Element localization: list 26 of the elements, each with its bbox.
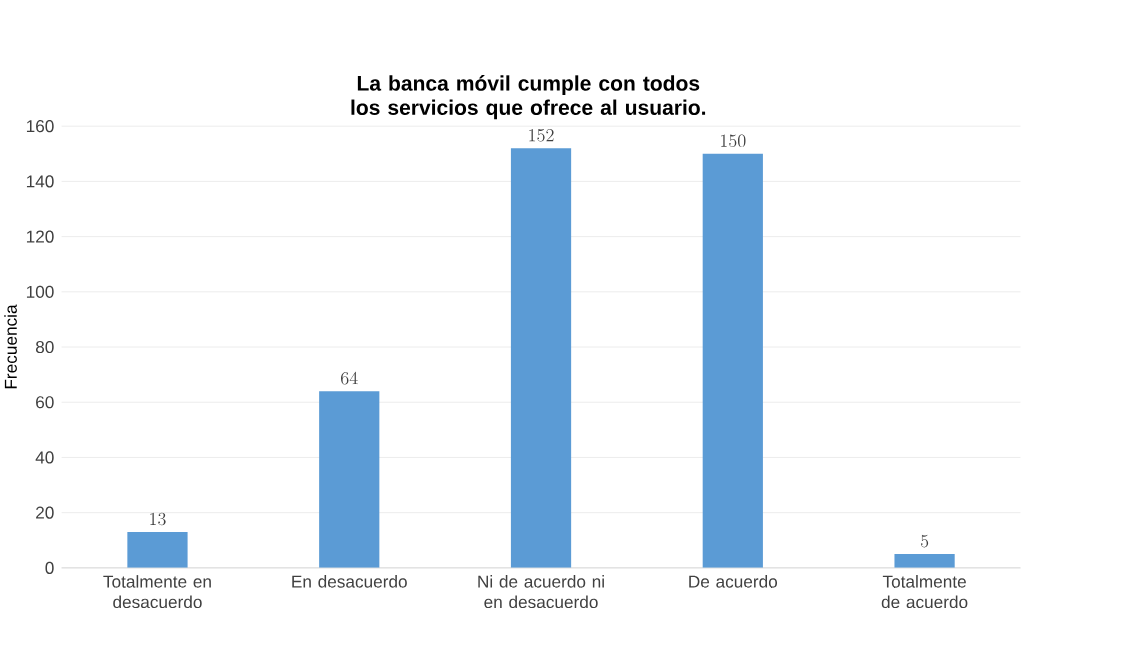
x-tick-label: De acuerdo [689, 574, 778, 588]
bar [319, 391, 380, 568]
data-label: 5 [920, 534, 929, 548]
y-tick-label: 100 [26, 285, 54, 298]
data-label: 64 [341, 371, 358, 385]
y-tick-label: 60 [36, 396, 54, 409]
chart-title: La banca móvil cumple con todos los servicios que ofrece al usuario. [351, 74, 706, 119]
y-tick-label: 40 [35, 451, 54, 464]
bar [702, 153, 763, 568]
y-axis-title: Frecuencia [4, 304, 17, 389]
y-tick-label: 20 [36, 506, 54, 519]
y-tick-label: 80 [35, 340, 54, 353]
data-label: 150 [721, 134, 746, 147]
y-tick-label: 160 [26, 119, 54, 133]
bar [510, 148, 572, 568]
data-label: 152 [529, 128, 554, 142]
x-tick-label: Ni de acuerdo ni en desacuerdo [478, 574, 604, 608]
bar [894, 553, 955, 568]
bar [127, 531, 188, 568]
x-tick-label: En desacuerdo [292, 574, 407, 588]
data-label: 13 [150, 512, 166, 526]
y-tick-label: 0 [45, 561, 54, 574]
x-tick-label: Totalmente en desacuerdo [103, 574, 211, 608]
y-tick-label: 120 [26, 230, 54, 243]
y-tick-label: 140 [26, 175, 54, 188]
x-tick-label: Totalmente de acuerdo [881, 574, 968, 608]
